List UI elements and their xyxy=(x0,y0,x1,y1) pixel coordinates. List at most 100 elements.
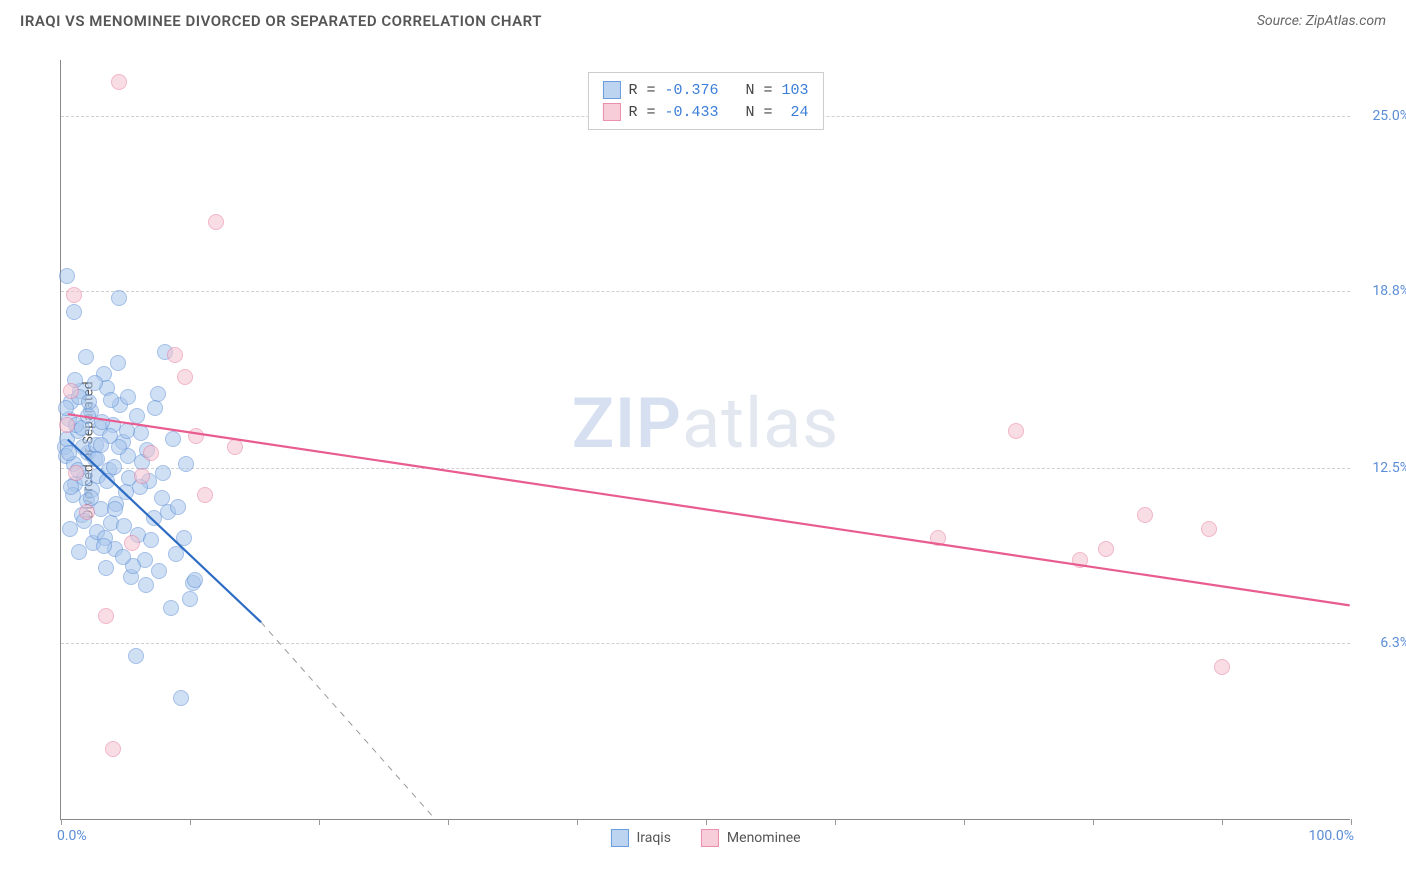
scatter-point xyxy=(68,465,84,481)
scatter-point xyxy=(99,473,115,489)
legend-swatch xyxy=(701,829,719,847)
x-tick xyxy=(835,819,836,825)
x-tick xyxy=(61,819,62,825)
y-tick-label: 12.5% xyxy=(1355,460,1406,476)
scatter-point xyxy=(1201,521,1217,537)
trend-line xyxy=(68,414,1350,605)
legend-stat-text: R = -0.376 N = 103 xyxy=(628,82,808,99)
legend-swatch xyxy=(610,829,628,847)
scatter-point xyxy=(111,74,127,90)
scatter-point xyxy=(1214,659,1230,675)
scatter-point xyxy=(133,425,149,441)
scatter-point xyxy=(1072,552,1088,568)
scatter-point xyxy=(103,392,119,408)
scatter-point xyxy=(107,501,123,517)
scatter-point xyxy=(176,530,192,546)
x-tick xyxy=(1093,819,1094,825)
x-tick xyxy=(190,819,191,825)
scatter-point xyxy=(128,648,144,664)
scatter-point xyxy=(129,408,145,424)
scatter-point xyxy=(170,499,186,515)
scatter-point xyxy=(98,560,114,576)
scatter-point xyxy=(188,428,204,444)
scatter-point xyxy=(61,445,77,461)
scatter-point xyxy=(167,347,183,363)
scatter-point xyxy=(165,431,181,447)
scatter-point xyxy=(147,400,163,416)
legend-stat-text: R = -0.433 N = 24 xyxy=(628,104,808,121)
scatter-point xyxy=(111,439,127,455)
scatter-point xyxy=(62,521,78,537)
watermark-rest: atlas xyxy=(682,383,839,465)
scatter-point xyxy=(208,214,224,230)
scatter-point xyxy=(110,355,126,371)
scatter-point xyxy=(98,608,114,624)
scatter-point xyxy=(63,479,79,495)
gridline-h xyxy=(61,291,1350,292)
legend-label: Menominee xyxy=(727,830,801,846)
x-tick-label: 100.0% xyxy=(1309,828,1354,844)
scatter-point xyxy=(178,456,194,472)
scatter-point xyxy=(187,572,203,588)
legend-swatch xyxy=(602,103,620,121)
watermark-text: ZIPatlas xyxy=(572,383,840,465)
scatter-point xyxy=(119,423,135,439)
scatter-point xyxy=(177,369,193,385)
legend-stat-row: R = -0.433 N = 24 xyxy=(602,101,808,123)
watermark-bold: ZIP xyxy=(572,383,682,465)
scatter-point xyxy=(168,546,184,562)
scatter-point xyxy=(63,383,79,399)
scatter-point xyxy=(1137,507,1153,523)
scatter-point xyxy=(93,437,109,453)
scatter-point xyxy=(58,400,74,416)
x-tick xyxy=(1222,819,1223,825)
x-tick xyxy=(448,819,449,825)
scatter-point xyxy=(134,468,150,484)
y-tick-label: 18.8% xyxy=(1355,283,1406,299)
scatter-point xyxy=(115,549,131,565)
scatter-point xyxy=(66,304,82,320)
scatter-point xyxy=(155,465,171,481)
plot-area: ZIPatlas R = -0.376 N = 103 R = -0.433 N … xyxy=(60,60,1350,820)
legend-swatch xyxy=(602,81,620,99)
x-tick xyxy=(1351,819,1352,825)
scatter-point xyxy=(1008,423,1024,439)
y-tick-label: 25.0% xyxy=(1355,108,1406,124)
gridline-h xyxy=(61,468,1350,469)
legend-bottom: Iraqis Menominee xyxy=(610,829,800,847)
legend-item: Menominee xyxy=(701,829,801,847)
scatter-point xyxy=(151,563,167,579)
scatter-point xyxy=(89,451,105,467)
chart-container: Divorced or Separated ZIPatlas R = -0.37… xyxy=(20,50,1386,850)
legend-item: Iraqis xyxy=(610,829,670,847)
scatter-point xyxy=(138,577,154,593)
chart-title: IRAQI VS MENOMINEE DIVORCED OR SEPARATED… xyxy=(20,12,542,30)
scatter-point xyxy=(79,504,95,520)
scatter-point xyxy=(143,532,159,548)
scatter-point xyxy=(59,268,75,284)
trend-line-extrapolated xyxy=(261,622,435,819)
scatter-point xyxy=(1098,541,1114,557)
scatter-point xyxy=(163,600,179,616)
y-tick-label: 6.3% xyxy=(1355,635,1406,651)
scatter-point xyxy=(87,375,103,391)
legend-stat-row: R = -0.376 N = 103 xyxy=(602,79,808,101)
x-tick xyxy=(706,819,707,825)
scatter-point xyxy=(105,741,121,757)
scatter-point xyxy=(111,290,127,306)
scatter-point xyxy=(116,518,132,534)
scatter-point xyxy=(227,439,243,455)
scatter-point xyxy=(66,287,82,303)
gridline-h xyxy=(61,643,1350,644)
scatter-point xyxy=(71,544,87,560)
legend-label: Iraqis xyxy=(636,830,670,846)
scatter-point xyxy=(182,591,198,607)
scatter-point xyxy=(80,408,96,424)
scatter-point xyxy=(930,530,946,546)
x-tick-label: 0.0% xyxy=(57,828,87,844)
scatter-point xyxy=(78,349,94,365)
x-tick xyxy=(319,819,320,825)
x-tick xyxy=(964,819,965,825)
scatter-point xyxy=(124,535,140,551)
scatter-point xyxy=(173,690,189,706)
